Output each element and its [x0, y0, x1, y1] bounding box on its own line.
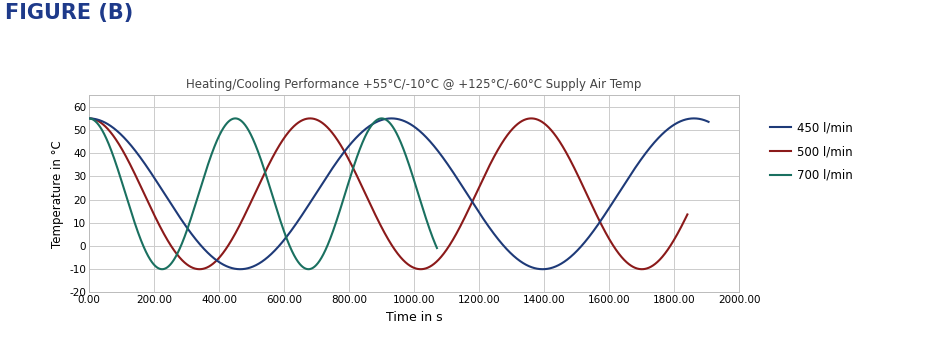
Legend: 450 l/min, 500 l/min, 700 l/min: 450 l/min, 500 l/min, 700 l/min — [765, 117, 857, 187]
450 l/min — [703, 120, 714, 124]
500 l/min — [113, 142, 124, 146]
500 l/min — [559, 148, 570, 152]
700 l/min — [216, 129, 227, 133]
Text: FIGURE (B): FIGURE (B) — [5, 3, 133, 23]
500 l/min — [194, 267, 205, 271]
Line: 450 l/min: 450 l/min — [89, 118, 709, 269]
Y-axis label: Temperature in °C: Temperature in °C — [51, 140, 64, 248]
450 l/min — [477, 216, 489, 220]
500 l/min — [681, 212, 693, 217]
700 l/min — [156, 267, 168, 271]
500 l/min — [527, 116, 538, 120]
700 l/min — [292, 259, 303, 264]
Line: 700 l/min: 700 l/min — [89, 118, 437, 269]
450 l/min — [576, 244, 587, 248]
700 l/min — [310, 264, 321, 268]
700 l/min — [147, 260, 158, 265]
700 l/min — [370, 119, 381, 123]
Line: 500 l/min: 500 l/min — [89, 118, 687, 269]
450 l/min — [83, 116, 95, 120]
700 l/min — [344, 180, 355, 184]
500 l/min — [437, 252, 448, 256]
700 l/min — [431, 246, 443, 250]
450 l/min — [114, 132, 125, 136]
500 l/min — [300, 117, 312, 121]
450 l/min — [308, 196, 319, 200]
500 l/min — [463, 206, 475, 210]
500 l/min — [83, 116, 95, 120]
X-axis label: Time in s: Time in s — [386, 311, 443, 324]
450 l/min — [543, 267, 554, 271]
450 l/min — [537, 267, 548, 271]
700 l/min — [83, 116, 95, 120]
Title: Heating/Cooling Performance +55°C/-10°C @ +125°C/-60°C Supply Air Temp: Heating/Cooling Performance +55°C/-10°C … — [186, 78, 642, 91]
450 l/min — [450, 174, 461, 178]
